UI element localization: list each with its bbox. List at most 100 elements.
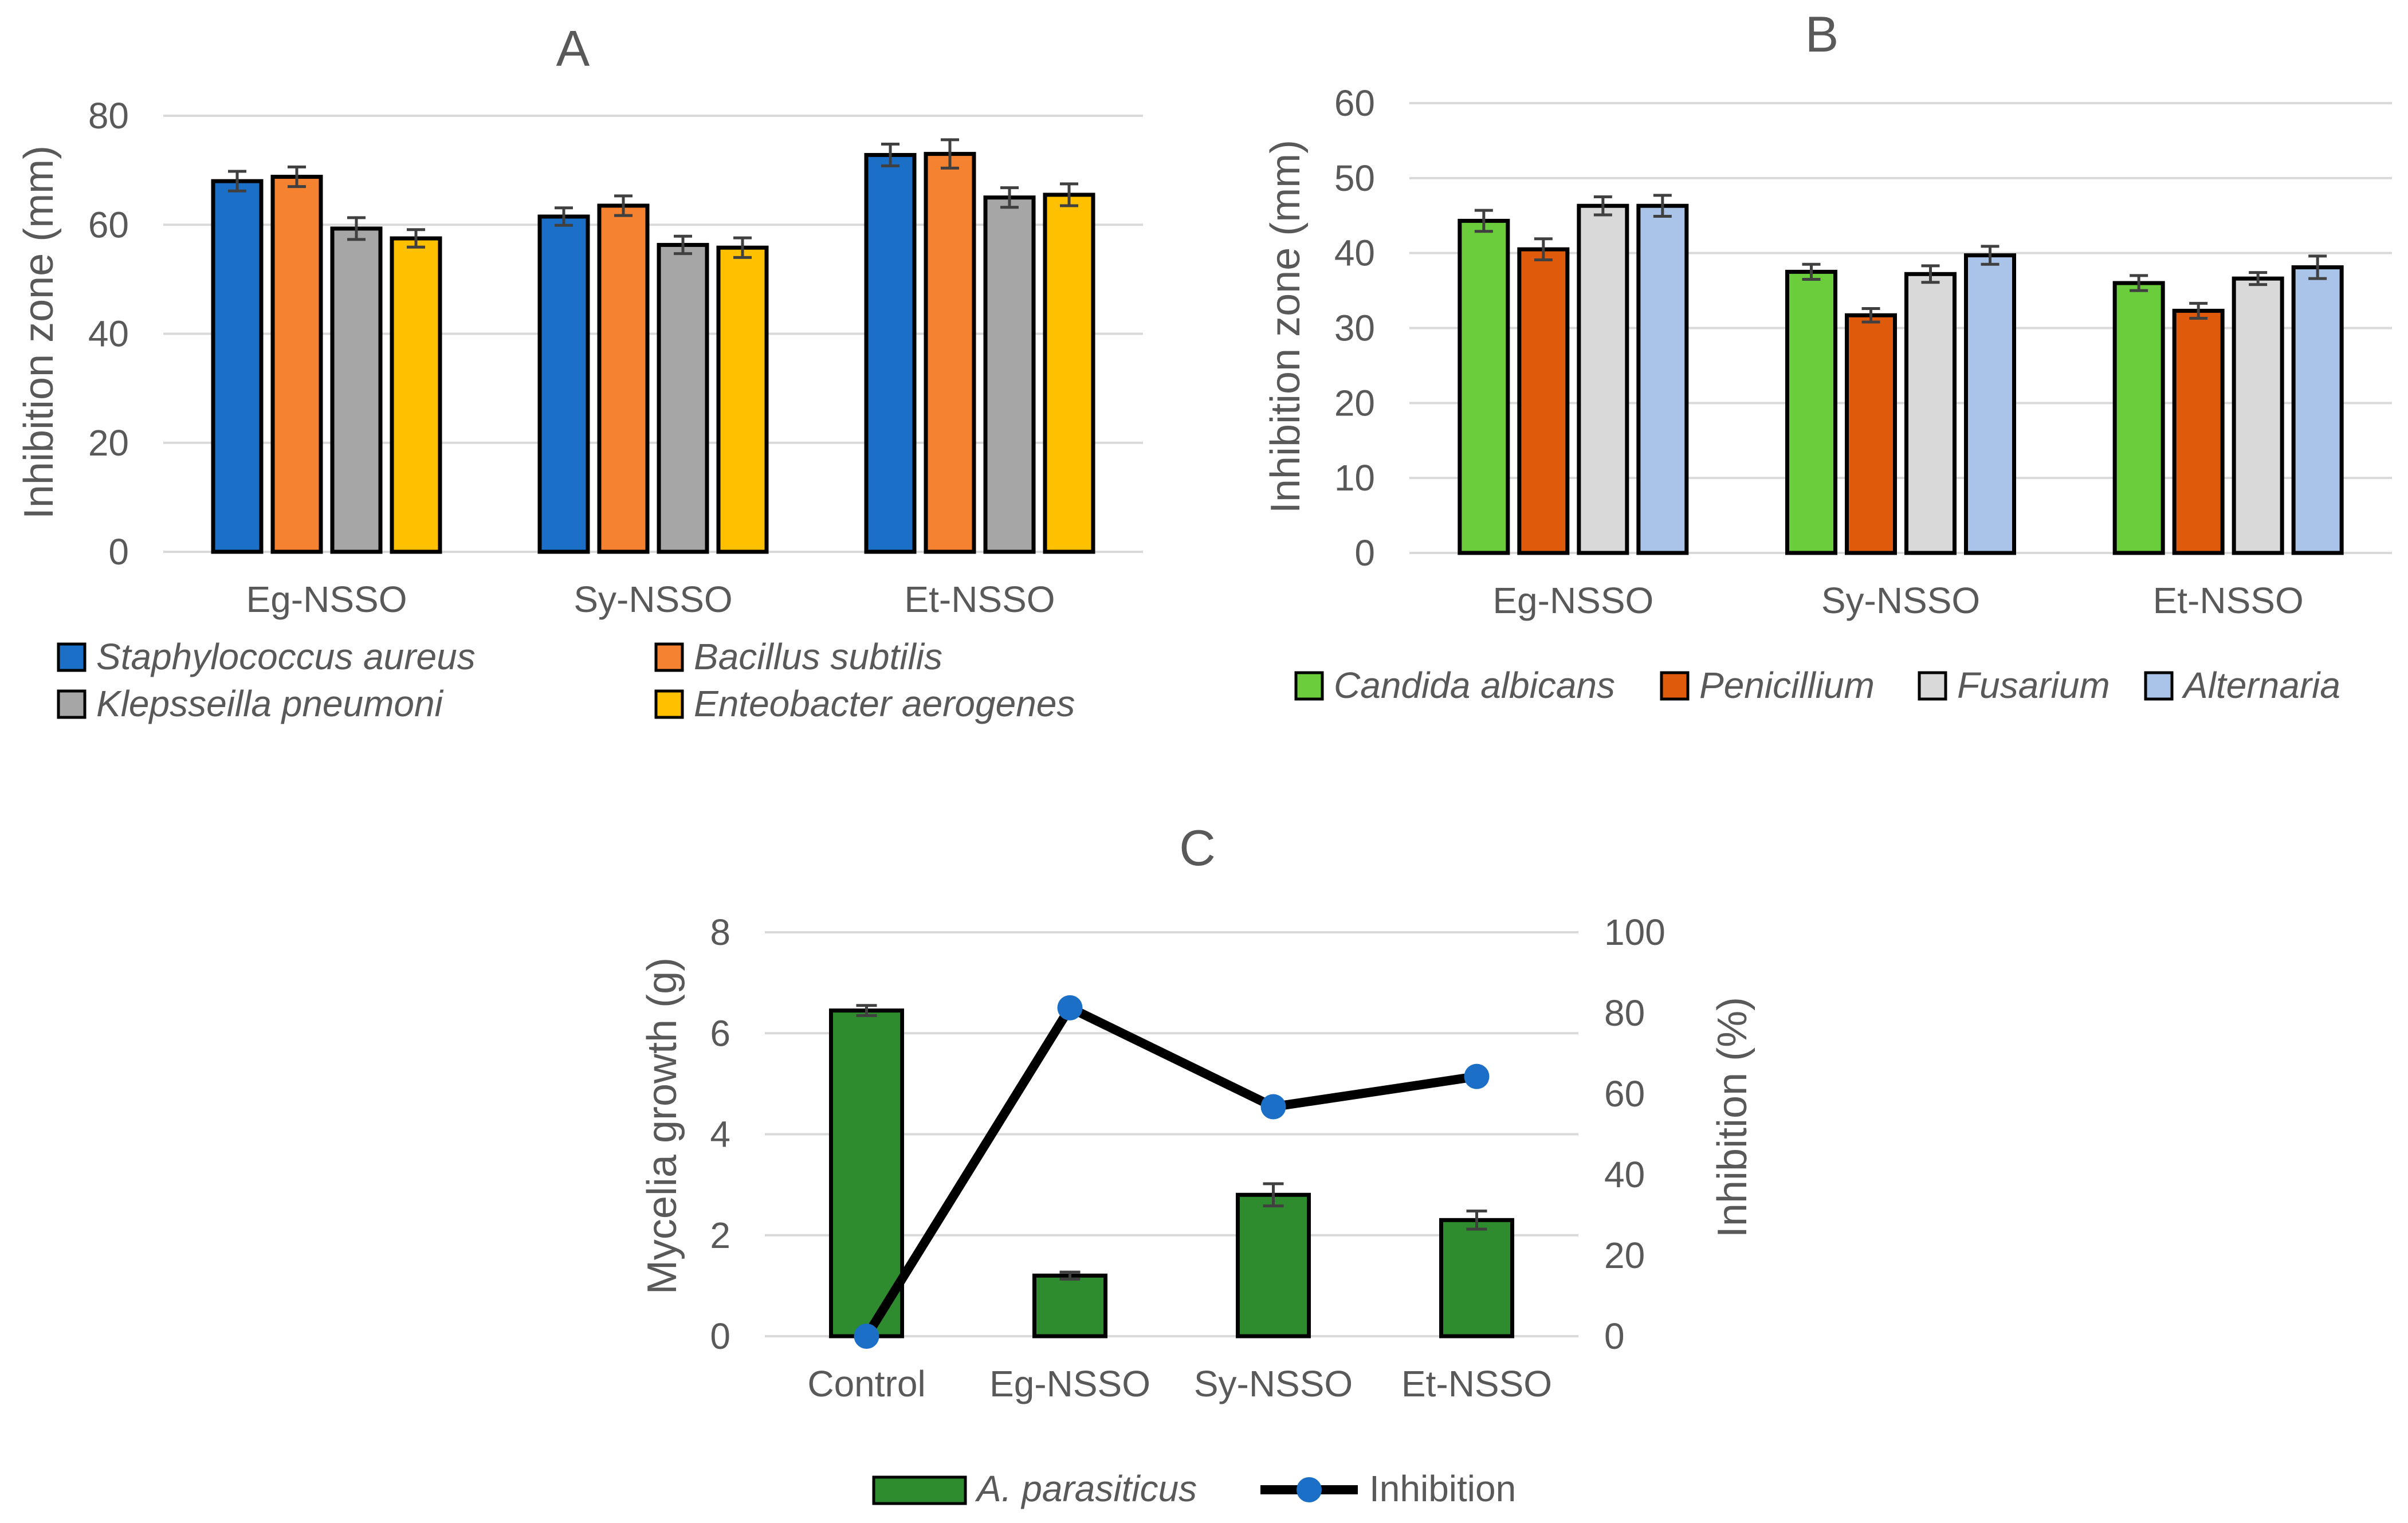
chart-b-error-bar xyxy=(2189,301,2208,320)
chart-a-title: A xyxy=(556,20,590,77)
chart-a-legend-swatch xyxy=(57,642,87,672)
chart-c-y2-tick-label: 0 xyxy=(1604,1316,1625,1357)
chart-c-error-bar xyxy=(1059,1270,1081,1281)
chart-c-x-tick-label: Sy-NSSO xyxy=(1194,1363,1353,1404)
chart-a-bar xyxy=(657,242,709,554)
chart-b-x-tick-label: Et-NSSO xyxy=(2153,580,2304,621)
chart-c-y-axis-label: Mycelia growth (g) xyxy=(639,957,685,1294)
chart-c-x-tick-label: Et-NSSO xyxy=(1401,1363,1552,1404)
chart-b-bar xyxy=(1785,269,1837,555)
chart-c-line-point xyxy=(854,1324,879,1349)
chart-a-y-tick-label: 20 xyxy=(88,422,129,464)
chart-b-legend-label: Candida albicans xyxy=(1334,665,1615,706)
chart-b: B Inhibition zone (mm) 0 10 20 30 40 50 60 Eg-N… xyxy=(1263,6,2392,706)
chart-a-y-tick-label: 0 xyxy=(108,531,129,572)
chart-b-y-tick-label: 10 xyxy=(1334,457,1375,498)
chart-a-error-bar xyxy=(733,236,752,259)
chart-a-error-bar xyxy=(228,170,246,193)
chart-b-error-bar xyxy=(1474,209,1493,233)
chart-c-y-tick-label: 0 xyxy=(710,1316,730,1357)
chart-c-bar xyxy=(829,1008,904,1338)
chart-b-error-bar xyxy=(2249,271,2268,286)
chart-a-bar xyxy=(537,214,590,554)
chart-c-y-tick-label: 4 xyxy=(710,1114,730,1155)
chart-a-legend-swatch xyxy=(654,642,684,672)
chart-c-legend-label: Inhibition xyxy=(1369,1468,1516,1509)
chart-c-y2-tick-label: 60 xyxy=(1604,1073,1645,1114)
chart-a-bar xyxy=(390,236,442,554)
chart-a-error-bar xyxy=(407,228,425,249)
chart-b-legend-swatch xyxy=(1294,671,1324,701)
chart-a-bar xyxy=(1043,193,1095,554)
chart-b-title: B xyxy=(1805,6,1839,62)
chart-b-bar xyxy=(1577,203,1629,555)
chart-a-error-bar xyxy=(1060,182,1078,207)
chart-a-error-bar xyxy=(614,194,633,217)
chart-c-error-bar xyxy=(1466,1209,1487,1231)
chart-b-legend-swatch xyxy=(1660,671,1690,701)
chart-b-error-bar xyxy=(1534,237,1553,261)
chart-c-y2-tick-label: 80 xyxy=(1604,992,1645,1034)
chart-c-title: C xyxy=(1179,819,1216,876)
chart-b-y-tick-label: 40 xyxy=(1334,233,1375,274)
chart-b-y-tick-label: 50 xyxy=(1334,158,1375,199)
chart-a-error-bar xyxy=(347,216,366,241)
chart-c-y-tick-label: 2 xyxy=(710,1215,730,1256)
chart-a-legend-swatch xyxy=(57,689,87,719)
chart-c-bar xyxy=(1032,1273,1107,1338)
chart-c-legend-marker xyxy=(1297,1477,1322,1502)
chart-b-bar xyxy=(1964,253,2016,555)
chart-b-legend-label: Alternaria xyxy=(2181,665,2340,706)
chart-b-y-tick-label: 20 xyxy=(1334,382,1375,423)
chart-a-x-tick-label: Sy-NSSO xyxy=(573,579,732,620)
chart-c-y2-tick-label: 100 xyxy=(1604,912,1665,953)
chart-a-error-bar xyxy=(941,138,959,170)
chart-a-bar xyxy=(983,195,1036,554)
chart-b-bar xyxy=(1636,203,1689,555)
chart-a-legend-label: Enteobacter aerogenes xyxy=(694,683,1075,724)
chart-a-legend-label: Bacillus subtilis xyxy=(694,636,942,677)
chart-c-legend-swatch xyxy=(872,1475,967,1505)
chart-a-bar xyxy=(864,152,917,554)
chart-c-legend-label: A. parasiticus xyxy=(975,1468,1197,1509)
chart-b-error-bar xyxy=(1802,262,1821,281)
chart-b-bar xyxy=(2112,281,2165,555)
chart-a-y-tick-label: 80 xyxy=(88,95,129,136)
chart-a-error-bar xyxy=(555,206,573,227)
chart-b-bar xyxy=(1458,218,1510,555)
chart-c-x-tick-label: Eg-NSSO xyxy=(989,1363,1150,1404)
chart-a-bar xyxy=(597,203,650,554)
chart-c-bar xyxy=(1236,1192,1311,1338)
chart-b-x-tick-label: Sy-NSSO xyxy=(1821,580,1980,621)
chart-b-error-bar xyxy=(2308,254,2327,280)
chart-b-legend-label: Fusarium xyxy=(1957,665,2110,706)
chart-a-error-bar xyxy=(881,142,899,168)
chart-b-y-axis-label: Inhibition zone (mm) xyxy=(1263,140,1309,513)
chart-a-bar xyxy=(716,245,769,554)
chart-b-bar xyxy=(1845,313,1897,555)
chart-b-y-tick-label: 0 xyxy=(1354,532,1375,574)
chart-c-y2-tick-label: 20 xyxy=(1604,1235,1645,1276)
chart-b-legend-swatch xyxy=(2144,671,2174,701)
chart-c-error-bar xyxy=(856,1004,877,1017)
chart-c-line-point xyxy=(1057,995,1083,1020)
chart-c-bar xyxy=(1439,1218,1514,1338)
chart-b-bar xyxy=(2291,265,2344,555)
chart-a-bar xyxy=(211,179,264,554)
chart-c-y2-tick-label: 40 xyxy=(1604,1154,1645,1195)
chart-a: A Inhibition zone (mm) 0 20 40 60 80 Eg-NSSO S… xyxy=(16,20,1143,724)
chart-a-legend-label: Klepsseilla pneumoni xyxy=(96,683,444,724)
chart-b-error-bar xyxy=(2130,274,2148,292)
chart-b-bar xyxy=(1904,272,1957,555)
chart-c-y-tick-label: 8 xyxy=(710,912,730,953)
chart-b-bar xyxy=(2172,308,2225,555)
chart-b-legend-swatch xyxy=(1918,671,1947,701)
chart-c-line-point xyxy=(1260,1094,1286,1120)
chart-a-bar xyxy=(270,175,323,554)
chart-b-bar xyxy=(2232,276,2284,555)
chart-c-line-inhibition xyxy=(862,1003,1478,1339)
chart-c-error-bar xyxy=(1263,1182,1284,1208)
chart-b-bar xyxy=(1517,247,1570,555)
chart-a-y-axis-label: Inhibition zone (mm) xyxy=(16,146,62,519)
